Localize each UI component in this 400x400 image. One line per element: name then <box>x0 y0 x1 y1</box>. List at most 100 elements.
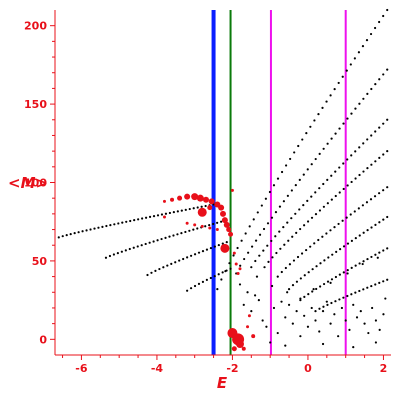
branch-point <box>287 288 291 291</box>
scatter-point <box>314 319 317 322</box>
scatter-point <box>284 344 287 347</box>
branch-point <box>201 250 205 253</box>
scatter-point <box>359 309 362 313</box>
branch-point <box>212 222 215 226</box>
branch-point <box>322 147 325 150</box>
branch-point <box>128 247 131 251</box>
branch-point <box>386 278 389 281</box>
branch-point <box>317 113 320 116</box>
branch-point <box>311 268 314 271</box>
branch-point <box>69 233 72 236</box>
ticks-layer: -6 -4 -2 0 2 0 50 100 150 200 <box>24 20 387 375</box>
scatter-point <box>295 309 298 313</box>
black-points-layer <box>57 8 389 349</box>
red-point <box>223 221 230 228</box>
branch-point <box>170 262 173 265</box>
branch-point <box>374 160 377 163</box>
branch-point <box>370 226 373 229</box>
branch-point <box>350 112 353 115</box>
branch-point <box>338 166 341 169</box>
branch-point <box>232 254 235 257</box>
scatter-point <box>286 291 289 294</box>
branch-point <box>334 194 337 198</box>
scatter-point <box>269 341 272 344</box>
branch-point <box>256 211 259 214</box>
branch-point <box>346 242 350 245</box>
branch-point <box>358 173 361 177</box>
x-tick-label: -2 <box>226 362 238 375</box>
branch-point <box>366 229 369 232</box>
branch-point <box>330 198 333 201</box>
branch-point <box>141 217 144 220</box>
branch-point <box>362 288 365 291</box>
branch-point <box>217 243 220 247</box>
branch-point <box>322 205 325 208</box>
branch-point <box>93 227 96 230</box>
branch-point <box>318 152 321 156</box>
branch-point <box>365 38 369 42</box>
red-point <box>234 262 238 266</box>
branch-point <box>334 132 337 135</box>
branch-point <box>296 255 300 259</box>
branch-point <box>326 202 329 205</box>
branch-point <box>326 303 329 306</box>
branch-point <box>301 138 304 141</box>
branch-point <box>354 107 357 110</box>
branch-point <box>342 187 345 191</box>
scatter-point <box>299 335 302 338</box>
red-point <box>220 243 230 253</box>
branch-point <box>244 232 247 235</box>
branch-point <box>250 266 253 269</box>
red-point <box>197 207 207 217</box>
branch-point <box>331 253 334 256</box>
branch-point <box>266 222 270 225</box>
branch-point <box>136 245 139 248</box>
scatter-point <box>321 342 325 346</box>
branch-point <box>338 127 341 130</box>
branch-point <box>333 88 336 91</box>
branch-point <box>196 227 199 230</box>
scatter-point <box>284 316 287 319</box>
scatter-point <box>376 256 379 259</box>
branch-point <box>208 223 211 227</box>
branch-point <box>310 195 313 198</box>
red-point <box>200 224 204 228</box>
branch-point <box>258 233 262 236</box>
branch-point <box>307 293 310 296</box>
branch-point <box>318 187 321 190</box>
branch-point <box>205 278 208 282</box>
scatter-point <box>384 297 387 300</box>
branch-point <box>294 212 297 215</box>
scatter-point <box>238 283 242 286</box>
y-tick-label: 150 <box>24 98 47 111</box>
branch-point <box>370 284 373 288</box>
scatter-point <box>272 306 276 310</box>
branch-point <box>188 229 191 232</box>
branch-point <box>125 220 128 223</box>
branch-point <box>323 259 326 262</box>
red-point <box>220 210 226 217</box>
branch-point <box>378 78 381 81</box>
scatter-point <box>352 303 355 306</box>
branch-point <box>366 92 369 95</box>
branch-point <box>109 224 112 227</box>
branch-point <box>326 280 330 283</box>
branch-point <box>164 236 167 239</box>
branch-point <box>330 137 333 140</box>
branch-point <box>342 162 345 165</box>
scatter-point <box>346 272 349 275</box>
scatter-point <box>344 319 347 322</box>
branch-point <box>330 301 333 305</box>
branch-point <box>239 264 242 267</box>
branch-point <box>374 130 377 133</box>
branch-point <box>306 220 310 223</box>
red-point <box>162 215 166 219</box>
branch-point <box>358 234 361 237</box>
branch-point <box>319 262 322 265</box>
branch-point <box>276 177 280 180</box>
branch-point <box>374 223 377 226</box>
axes-layer <box>54 10 391 356</box>
branch-point <box>162 266 165 269</box>
branch-point <box>354 237 357 240</box>
